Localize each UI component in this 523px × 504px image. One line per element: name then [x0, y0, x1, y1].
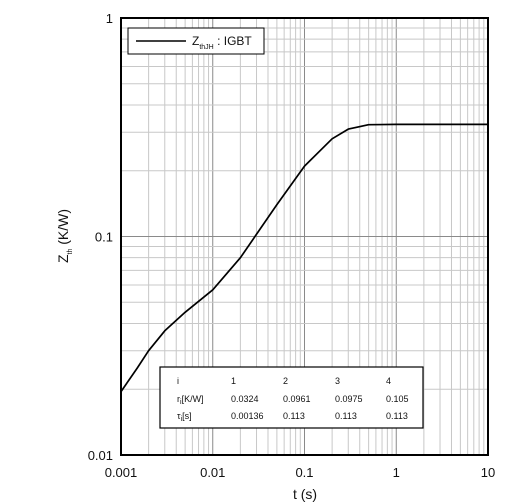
x-axis-label: t (s)	[293, 486, 317, 502]
x-tick-label: 0.001	[105, 465, 138, 480]
x-tick-label: 1	[393, 465, 400, 480]
table-row-tau-label: τi[s]	[177, 411, 192, 423]
x-tick-label: 0.01	[200, 465, 225, 480]
table-cell-tau2: 0.113	[283, 411, 305, 421]
table-cell-r2: 0.0961	[283, 394, 311, 404]
legend-label: ZthJH : IGBT	[192, 34, 252, 51]
y-tick-label: 1	[106, 11, 113, 26]
table-box	[159, 366, 424, 429]
legend: ZthJH : IGBT	[127, 27, 265, 55]
table-header-1: 1	[231, 376, 236, 386]
table-header-4: 4	[386, 376, 391, 386]
x-tick-label: 10	[481, 465, 495, 480]
y-tick-labels: 0.01 0.1 1	[88, 11, 113, 463]
y-tick-label: 0.01	[88, 448, 113, 463]
table-cell-tau3: 0.113	[335, 411, 357, 421]
table-cell-r1: 0.0324	[231, 394, 259, 404]
plot-frame	[120, 17, 489, 456]
table-cell-r4: 0.105	[386, 394, 409, 404]
x-tick-label: 0.1	[295, 465, 313, 480]
x-tick-labels: 0.001 0.01 0.1 1 10	[105, 465, 496, 480]
table-cell-tau4: 0.113	[386, 411, 408, 421]
table-cell-tau1: 0.00136	[231, 411, 264, 421]
table-header-2: 2	[283, 376, 288, 386]
table-header-i: i	[177, 376, 179, 386]
thermal-parameter-table: i 1 2 3 4 ri[K/W] 0.0324 0.0961 0.0975 0…	[159, 366, 424, 429]
table-cell-r3: 0.0975	[335, 394, 363, 404]
y-axis-label: Zth (K/W)	[55, 209, 74, 263]
table-row-r-label: ri[K/W]	[177, 394, 204, 406]
series-line-0	[120, 123, 488, 393]
table-header-3: 3	[335, 376, 340, 386]
y-tick-label: 0.1	[95, 230, 113, 245]
series-layer	[120, 123, 488, 393]
